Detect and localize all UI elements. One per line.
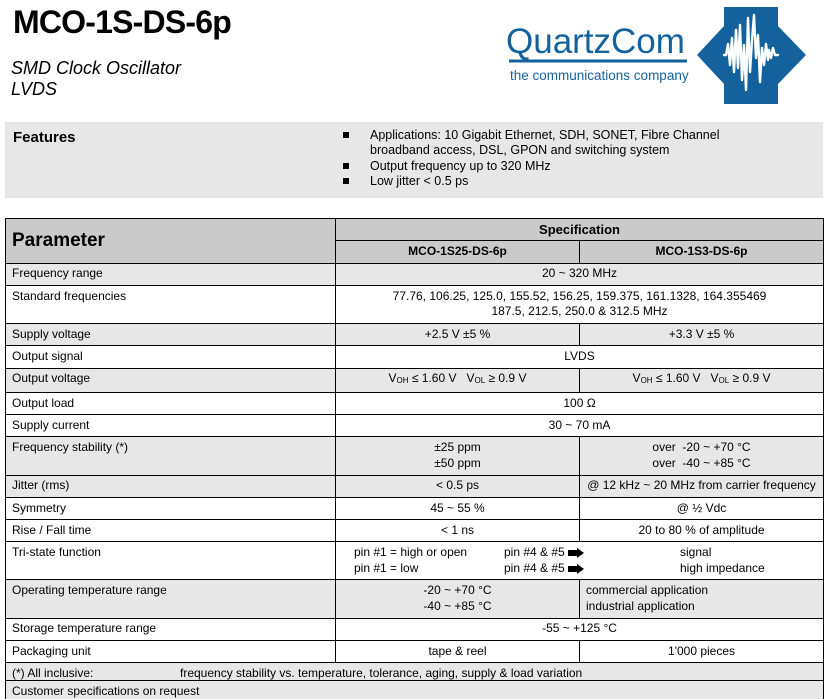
svg-text:the communications company: the communications company xyxy=(510,68,689,83)
svg-text:QuartzCom: QuartzCom xyxy=(506,22,685,61)
